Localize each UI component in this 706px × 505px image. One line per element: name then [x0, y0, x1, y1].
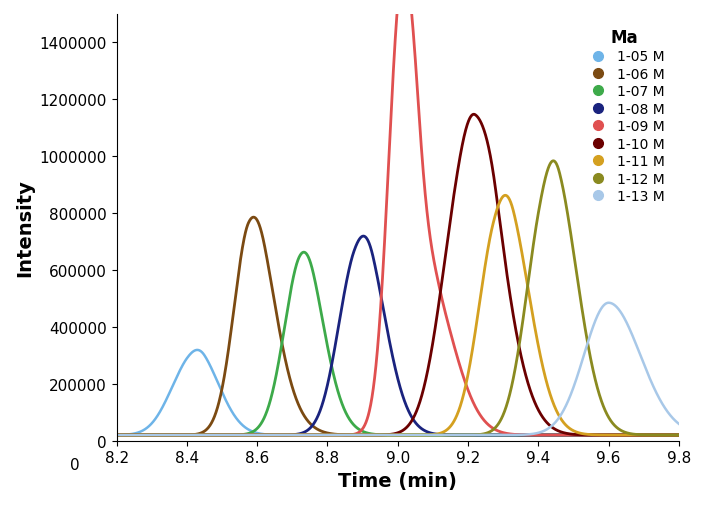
1-05 M — [604, 432, 612, 438]
Line: 1-05 M: 1-05 M — [116, 350, 679, 435]
Line: 1-09 M: 1-09 M — [116, 0, 679, 435]
Legend: 1-05 M, 1-06 M, 1-07 M, 1-08 M, 1-09 M, 1-10 M, 1-11 M, 1-12 M, 1-13 M: 1-05 M, 1-06 M, 1-07 M, 1-08 M, 1-09 M, … — [577, 22, 672, 211]
1-13 M — [675, 421, 683, 427]
Line: 1-13 M: 1-13 M — [116, 303, 679, 435]
1-06 M — [176, 432, 185, 438]
1-11 M — [664, 432, 672, 438]
1-06 M — [352, 432, 361, 438]
1-13 M — [664, 410, 672, 416]
1-10 M — [176, 432, 185, 438]
1-06 M — [328, 431, 337, 437]
1-08 M — [359, 234, 368, 240]
1-11 M — [176, 432, 185, 438]
1-10 M — [664, 432, 672, 438]
1-09 M — [352, 431, 361, 437]
Line: 1-10 M: 1-10 M — [116, 115, 679, 435]
1-08 M — [112, 432, 121, 438]
1-09 M — [603, 432, 611, 438]
1-05 M — [176, 366, 185, 372]
1-06 M — [249, 215, 258, 221]
1-07 M — [210, 432, 218, 438]
1-05 M — [352, 432, 361, 438]
1-05 M — [675, 432, 683, 438]
1-11 M — [112, 432, 121, 438]
Line: 1-12 M: 1-12 M — [116, 162, 679, 435]
1-12 M — [549, 159, 558, 165]
1-13 M — [603, 300, 611, 307]
1-07 M — [675, 432, 683, 438]
1-10 M — [210, 432, 218, 438]
1-12 M — [328, 432, 337, 438]
1-08 M — [210, 432, 218, 438]
X-axis label: Time (min): Time (min) — [338, 471, 457, 490]
Line: 1-11 M: 1-11 M — [116, 196, 679, 435]
Line: 1-08 M: 1-08 M — [116, 237, 679, 435]
1-08 M — [176, 432, 185, 438]
1-06 M — [675, 432, 683, 438]
1-11 M — [328, 432, 337, 438]
Line: 1-06 M: 1-06 M — [116, 218, 679, 435]
1-13 M — [604, 300, 613, 306]
Line: 1-07 M: 1-07 M — [116, 252, 679, 435]
1-07 M — [664, 432, 672, 438]
1-13 M — [328, 432, 337, 438]
1-06 M — [664, 432, 672, 438]
1-09 M — [176, 432, 185, 438]
1-07 M — [299, 249, 308, 256]
1-11 M — [675, 432, 683, 438]
1-05 M — [664, 432, 672, 438]
1-11 M — [501, 193, 510, 199]
1-12 M — [176, 432, 185, 438]
1-05 M — [193, 347, 201, 354]
1-10 M — [603, 432, 611, 438]
1-06 M — [478, 432, 486, 438]
1-09 M — [675, 432, 683, 438]
1-07 M — [328, 367, 337, 373]
1-06 M — [112, 432, 121, 438]
1-10 M — [328, 432, 337, 438]
1-08 M — [603, 432, 611, 438]
1-09 M — [210, 432, 218, 438]
1-05 M — [328, 432, 337, 438]
1-08 M — [352, 242, 361, 248]
1-07 M — [112, 432, 121, 438]
1-13 M — [210, 432, 218, 438]
1-12 M — [664, 432, 672, 438]
1-06 M — [604, 432, 612, 438]
1-10 M — [352, 432, 361, 438]
1-12 M — [112, 432, 121, 438]
1-05 M — [210, 372, 219, 378]
1-13 M — [112, 432, 121, 438]
1-10 M — [675, 432, 683, 438]
Y-axis label: Intensity: Intensity — [15, 179, 34, 277]
1-09 M — [112, 432, 121, 438]
1-10 M — [469, 112, 478, 118]
1-05 M — [386, 432, 395, 438]
1-12 M — [603, 412, 611, 418]
1-08 M — [675, 432, 683, 438]
1-09 M — [328, 432, 337, 438]
1-11 M — [352, 432, 361, 438]
1-07 M — [603, 432, 611, 438]
1-07 M — [352, 425, 361, 431]
1-06 M — [210, 415, 218, 421]
1-05 M — [112, 432, 121, 438]
Text: 0: 0 — [70, 457, 79, 472]
1-11 M — [603, 432, 611, 438]
1-12 M — [352, 432, 361, 438]
1-08 M — [664, 432, 672, 438]
1-08 M — [328, 359, 337, 365]
1-10 M — [112, 432, 121, 438]
1-13 M — [352, 432, 361, 438]
1-13 M — [176, 432, 185, 438]
1-11 M — [210, 432, 218, 438]
1-07 M — [176, 432, 185, 438]
1-12 M — [210, 432, 218, 438]
1-12 M — [675, 432, 683, 438]
1-09 M — [664, 432, 672, 438]
